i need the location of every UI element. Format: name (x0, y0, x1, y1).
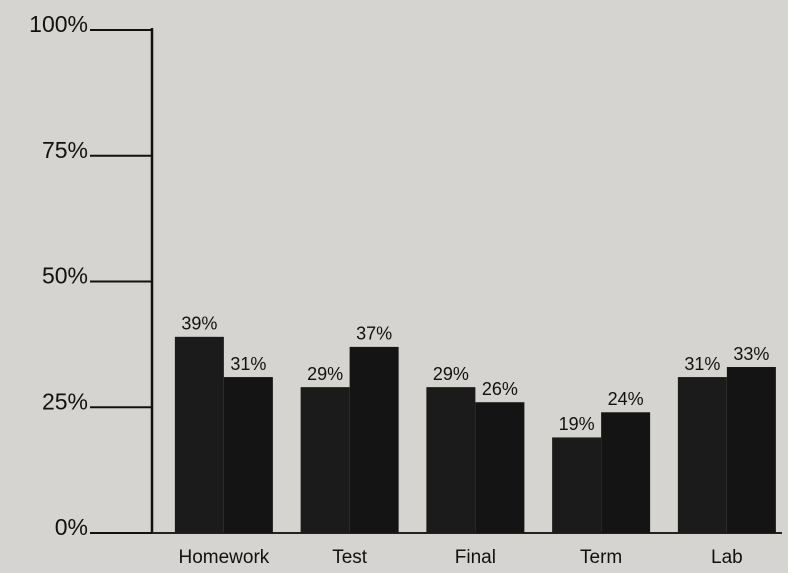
x-tick-label: Test (332, 547, 368, 568)
bar (300, 387, 350, 533)
value-label: 33% (733, 344, 769, 364)
bar (426, 387, 476, 533)
value-label: 24% (608, 389, 644, 409)
y-tick-label: 25% (42, 388, 88, 414)
y-tick-label: 50% (42, 263, 88, 289)
value-label: 19% (559, 414, 595, 434)
bar (475, 402, 525, 533)
y-tick-label: 100% (29, 11, 88, 37)
value-label: 39% (181, 314, 217, 334)
bar (174, 336, 224, 533)
x-tick-label: Lab (711, 547, 743, 568)
value-label: 29% (433, 364, 469, 384)
value-label: 31% (230, 354, 266, 374)
y-tick-label: 75% (42, 137, 88, 163)
bar (726, 367, 776, 533)
y-tick-label: 0% (55, 514, 88, 540)
bar (601, 412, 651, 533)
value-label: 29% (307, 364, 343, 384)
bar (349, 346, 399, 533)
x-tick-label: Term (580, 547, 622, 568)
value-label: 31% (684, 354, 720, 374)
bar (677, 377, 727, 533)
bar (223, 377, 273, 533)
value-label: 37% (356, 324, 392, 344)
x-tick-label: Homework (178, 547, 269, 568)
value-label: 26% (482, 379, 518, 399)
x-tick-label: Final (455, 547, 496, 568)
bar (552, 437, 602, 533)
